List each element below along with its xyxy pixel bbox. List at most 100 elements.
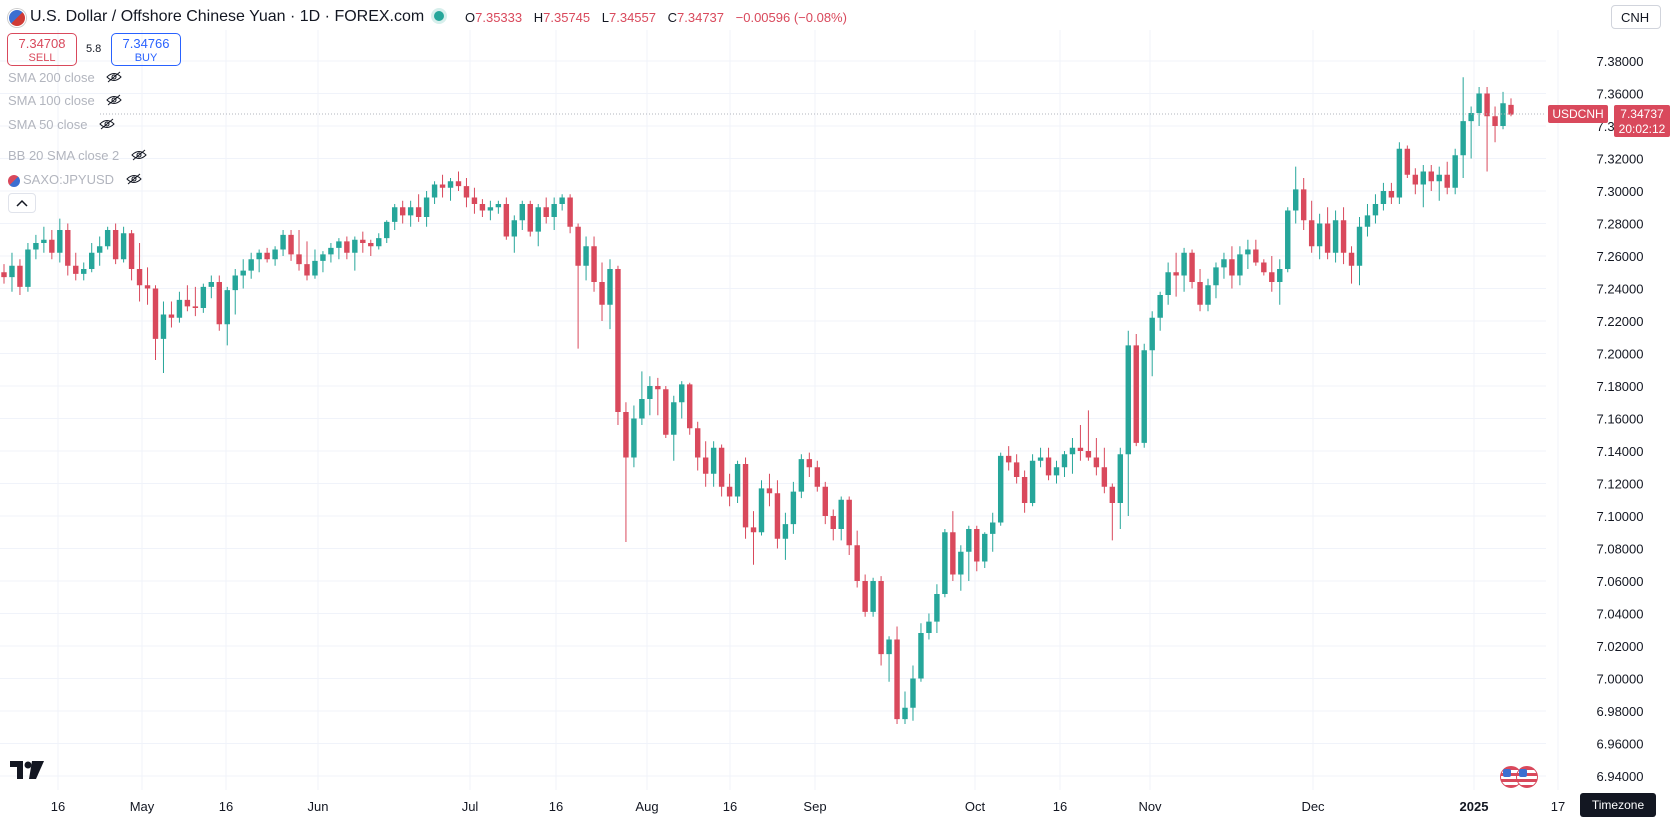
- candle-body: [1444, 174, 1450, 188]
- candle: [120, 226, 127, 263]
- y-tick-label: 7.06000: [1597, 574, 1644, 589]
- candle: [96, 236, 103, 266]
- y-tick-label: 6.98000: [1597, 704, 1644, 719]
- currency-selector[interactable]: CNH: [1611, 5, 1661, 29]
- indicator-label: SMA 50 close: [8, 117, 88, 132]
- indicator-sma-200[interactable]: SMA 200 close: [8, 70, 123, 86]
- candle: [750, 511, 757, 565]
- hidden-eye-icon[interactable]: [106, 71, 123, 86]
- candle: [1364, 204, 1371, 237]
- candle-body: [535, 207, 541, 232]
- candle-body: [1173, 272, 1179, 276]
- candle: [702, 441, 709, 487]
- candle-body: [423, 197, 430, 217]
- collapse-legend-chevron-up-icon[interactable]: [8, 193, 36, 213]
- candle: [543, 197, 549, 224]
- candle-body: [663, 389, 669, 435]
- tradingview-logo-icon[interactable]: [10, 761, 44, 784]
- candles: [1, 77, 1514, 724]
- high-value: 7.35745: [543, 10, 591, 25]
- x-tick-label: Dec: [1301, 799, 1325, 814]
- candle: [910, 665, 916, 721]
- candle: [1277, 259, 1283, 305]
- candle-body: [543, 207, 549, 217]
- candle-body: [559, 197, 565, 204]
- sell-button[interactable]: 7.34708 SELL: [7, 33, 77, 66]
- candle: [112, 223, 119, 265]
- events-flags[interactable]: [1500, 766, 1546, 788]
- symbol-title[interactable]: U.S. Dollar / Offshore Chinese Yuan · 1D…: [30, 8, 425, 25]
- candle: [368, 239, 374, 256]
- candle: [599, 262, 605, 321]
- candle: [1245, 239, 1251, 269]
- candle-body: [1109, 486, 1116, 503]
- candle: [224, 286, 230, 346]
- y-tick-label: 7.22000: [1597, 314, 1644, 329]
- hidden-eye-icon[interactable]: [106, 94, 123, 109]
- candle-body: [184, 299, 191, 307]
- open-label: O: [465, 10, 476, 25]
- candle: [1093, 438, 1100, 476]
- indicator-jpyusd[interactable]: SAXO:JPYUSD: [8, 172, 142, 188]
- sell-label: SELL: [28, 52, 56, 64]
- candle-body: [96, 246, 103, 253]
- candle-body: [910, 678, 916, 708]
- candle-body: [1285, 210, 1291, 269]
- candle-body: [599, 282, 605, 305]
- candle: [439, 174, 446, 198]
- buy-button[interactable]: 7.34766 BUY: [111, 33, 181, 66]
- candle: [918, 623, 924, 682]
- hidden-eye-icon[interactable]: [99, 118, 115, 133]
- candle-body: [1508, 104, 1514, 115]
- candle: [551, 197, 557, 230]
- candle-body: [65, 230, 71, 266]
- indicator-bb-20[interactable]: BB 20 SMA close 2: [8, 148, 147, 164]
- sell-price: 7.34708: [18, 36, 66, 51]
- us-flag-icon[interactable]: [1516, 766, 1538, 788]
- candle-body: [1229, 259, 1235, 276]
- candle-body: [439, 184, 446, 188]
- timezone-button[interactable]: Timezone: [1580, 793, 1656, 817]
- candle: [192, 286, 199, 317]
- hidden-eye-icon[interactable]: [125, 173, 142, 188]
- candle-body: [288, 234, 294, 255]
- candle: [264, 247, 270, 263]
- candle-body: [240, 270, 246, 276]
- candle-body: [886, 639, 892, 655]
- candle-body: [1428, 171, 1434, 182]
- candle: [647, 376, 653, 416]
- candle-body: [503, 204, 510, 237]
- candle-body: [758, 488, 765, 533]
- indicator-sma-100[interactable]: SMA 100 close: [8, 93, 123, 109]
- candle: [1021, 470, 1028, 513]
- candle-body: [702, 457, 709, 474]
- candle-body: [128, 233, 135, 269]
- hidden-eye-icon[interactable]: [131, 149, 147, 164]
- candle-body: [1460, 121, 1466, 156]
- compare-flag-icon: [8, 174, 20, 187]
- indicator-label: SAXO:JPYUSD: [23, 172, 115, 187]
- indicator-sma-50[interactable]: SMA 50 close: [8, 117, 115, 133]
- candle: [655, 377, 661, 416]
- candle: [479, 199, 486, 217]
- candle-body: [1, 272, 7, 278]
- low-value: 7.34557: [609, 10, 656, 25]
- candle-body: [1372, 204, 1379, 216]
- candle: [1380, 182, 1387, 211]
- candle: [312, 249, 318, 279]
- candle: [352, 236, 358, 271]
- candle: [1197, 269, 1203, 312]
- market-status-icon[interactable]: [434, 11, 444, 21]
- time-axis: 16 May 16 Jun Jul 16 Aug 16 Sep Oct 16 Nov Dec 2025 17: [51, 799, 1565, 814]
- candle: [1253, 239, 1259, 266]
- y-tick-label: 7.02000: [1597, 639, 1644, 654]
- candle-body: [9, 265, 15, 278]
- candle-body: [607, 269, 613, 305]
- candle-body: [862, 581, 868, 612]
- candle-body: [1500, 103, 1506, 126]
- symbol-flag-icon[interactable]: [8, 9, 26, 27]
- candle: [886, 636, 892, 682]
- candle-body: [511, 220, 518, 237]
- candle-body: [455, 181, 462, 187]
